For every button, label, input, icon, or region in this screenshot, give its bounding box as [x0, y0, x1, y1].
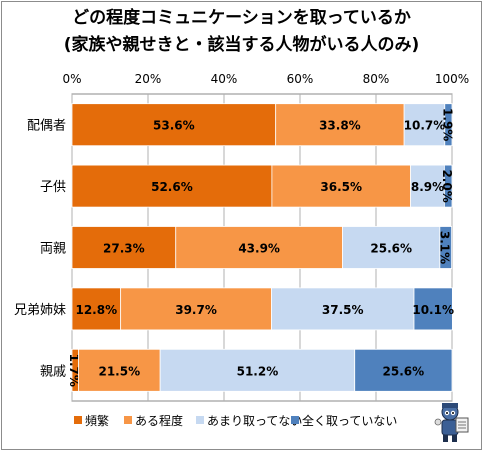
data-label: 12.8% [75, 303, 117, 317]
bar-segment [71, 226, 177, 269]
bar-segment [271, 164, 411, 208]
bar-segment [71, 103, 277, 147]
legend-swatch [124, 416, 132, 424]
bar-segment [78, 348, 161, 392]
data-label: 43.9% [238, 242, 280, 256]
data-label: 51.2% [237, 364, 279, 378]
bar-segment [120, 287, 272, 331]
bar-segment [413, 287, 453, 331]
category-label: 兄弟姉妹 [14, 303, 66, 318]
bar-segment [342, 226, 441, 269]
legend-label: 頻繁 [85, 413, 109, 428]
data-label: 53.6% [153, 119, 195, 133]
category-label: 配偶者 [27, 119, 66, 134]
data-label: 10.1% [412, 303, 454, 317]
x-tick-label: 80% [363, 72, 390, 86]
bar-segment [439, 226, 453, 269]
chart-subtitle: (家族や親せきと・該当する人物がいる人のみ) [63, 35, 420, 55]
data-label: 3.1% [438, 231, 452, 264]
bar-segment [271, 287, 415, 331]
legend-label: 全く取っていない [302, 413, 397, 428]
category-label: 両親 [40, 242, 66, 257]
mascot-icon [434, 403, 469, 442]
legend-label: あまり取ってない [207, 414, 302, 428]
data-label: 21.5% [98, 364, 140, 378]
bar-segment [403, 103, 446, 147]
data-label: 36.5% [320, 180, 362, 194]
data-label: 37.5% [322, 303, 364, 317]
data-label: 27.3% [103, 242, 145, 256]
legend-swatch [291, 416, 299, 424]
data-label: 8.9% [411, 180, 444, 194]
x-tick-label: 100% [435, 72, 469, 86]
bar-segment [443, 164, 453, 208]
data-label: 2.0% [440, 169, 454, 202]
bar-segment [175, 226, 343, 269]
chart-title: どの程度コミュニケーションを取っているか [72, 8, 411, 28]
x-tick-label: 40% [211, 72, 238, 86]
legend-label: ある程度 [135, 413, 183, 428]
data-label: 25.6% [370, 242, 412, 256]
x-tick-label: 60% [287, 72, 314, 86]
data-label: 25.6% [383, 364, 425, 378]
legend-swatch [196, 416, 204, 424]
bar-segment [354, 348, 453, 392]
data-label: 10.7% [404, 119, 446, 133]
bar-segment [71, 287, 122, 331]
x-tick-label: 20% [135, 72, 162, 86]
bar-segment [71, 164, 273, 208]
legend-swatch [74, 416, 82, 424]
data-label: 1.9% [440, 108, 454, 141]
data-label: 39.7% [175, 303, 217, 317]
bar-segment [444, 103, 453, 147]
data-label: 33.8% [319, 119, 361, 133]
data-label: 1.7% [67, 354, 81, 387]
category-label: 親戚 [40, 364, 66, 379]
bar-segment [410, 164, 445, 208]
category-label: 子供 [40, 180, 66, 195]
x-tick-label: 0% [62, 72, 81, 86]
data-label: 52.6% [151, 180, 193, 194]
